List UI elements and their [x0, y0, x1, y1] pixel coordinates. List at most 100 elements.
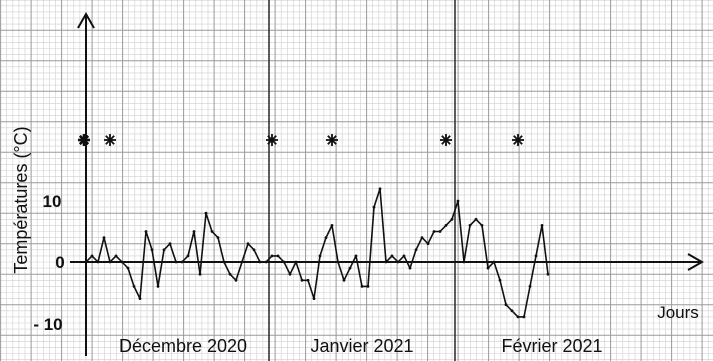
- data-point: [486, 266, 490, 270]
- y-tick-label-0: 0: [55, 253, 64, 272]
- data-point: [96, 260, 100, 264]
- data-point: [300, 278, 304, 282]
- data-point: [324, 236, 328, 240]
- data-point: [108, 260, 112, 264]
- data-point: [120, 260, 124, 264]
- star-marker: [104, 134, 116, 146]
- data-point: [240, 260, 244, 264]
- data-point: [168, 242, 172, 246]
- data-point: [264, 260, 268, 264]
- x-axis-arrow: [687, 253, 705, 271]
- data-point: [408, 266, 412, 270]
- star-marker: [326, 134, 338, 146]
- star-stroke: [105, 135, 115, 145]
- data-point: [468, 224, 472, 227]
- month-label-january: Janvier 2021: [310, 336, 413, 356]
- data-point: [216, 236, 220, 240]
- data-point: [156, 285, 160, 288]
- data-point: [234, 278, 238, 282]
- star-marker: [440, 134, 452, 146]
- data-point: [540, 224, 544, 227]
- data-point: [174, 260, 178, 264]
- data-point: [414, 248, 418, 252]
- data-point: [510, 309, 514, 313]
- data-point: [462, 260, 466, 264]
- data-point: [294, 260, 298, 264]
- data-point: [138, 297, 142, 300]
- data-point: [198, 272, 202, 276]
- data-point: [162, 248, 166, 252]
- data-point: [222, 260, 226, 264]
- series-group: [84, 187, 550, 319]
- star-stroke: [78, 134, 90, 146]
- data-point: [282, 260, 286, 264]
- y-axis-arrow: [77, 11, 95, 29]
- data-point: [366, 285, 370, 288]
- data-point: [306, 278, 310, 282]
- data-point: [312, 297, 316, 300]
- data-point: [360, 285, 364, 288]
- data-point: [492, 260, 496, 264]
- data-point: [204, 211, 208, 215]
- data-point: [450, 217, 454, 221]
- star-marker: [266, 134, 278, 146]
- data-point: [438, 230, 442, 233]
- data-point: [84, 260, 88, 264]
- star-markers: [78, 134, 524, 146]
- month-label-december: Décembre 2020: [119, 336, 247, 356]
- month-dividers: [268, 0, 456, 361]
- y-axis-label: Températures (°C): [11, 126, 31, 273]
- star-stroke: [441, 135, 451, 145]
- data-point: [390, 254, 394, 258]
- data-point: [126, 266, 130, 270]
- data-point: [192, 230, 196, 233]
- data-point: [420, 236, 424, 240]
- data-point: [528, 285, 532, 288]
- data-point: [336, 260, 340, 264]
- y-tick-label-10: 10: [43, 192, 62, 211]
- x-axis-label: Jours: [657, 303, 699, 322]
- data-point: [252, 248, 256, 252]
- data-point: [144, 230, 148, 233]
- data-point: [348, 266, 352, 270]
- data-point: [132, 285, 136, 288]
- data-point: [372, 205, 376, 209]
- data-point: [534, 254, 538, 258]
- star-stroke: [327, 135, 337, 145]
- data-point: [114, 254, 118, 258]
- month-label-february: Février 2021: [501, 336, 602, 356]
- star-marker: [512, 134, 524, 146]
- data-point: [546, 272, 550, 276]
- data-point: [426, 242, 430, 246]
- data-point: [180, 260, 184, 264]
- data-point: [246, 242, 250, 246]
- data-point: [270, 254, 274, 258]
- data-point: [288, 272, 292, 276]
- data-point: [210, 230, 214, 233]
- star-stroke: [513, 135, 523, 145]
- star-marker: [78, 134, 90, 146]
- data-point: [186, 254, 190, 258]
- data-point: [396, 260, 400, 264]
- data-point: [402, 254, 406, 258]
- data-point: [474, 217, 478, 221]
- data-point: [480, 224, 484, 227]
- data-point: [228, 272, 232, 276]
- data-point: [354, 254, 358, 258]
- data-point: [432, 230, 436, 233]
- data-point: [378, 187, 382, 191]
- data-point: [522, 315, 526, 319]
- y-tick-label-minus10: - 10: [33, 315, 62, 334]
- data-point: [504, 303, 508, 307]
- data-point: [102, 236, 106, 240]
- star-stroke: [267, 135, 277, 145]
- data-point: [342, 278, 346, 282]
- data-point: [330, 224, 334, 227]
- data-point: [258, 260, 262, 264]
- data-point: [318, 254, 322, 258]
